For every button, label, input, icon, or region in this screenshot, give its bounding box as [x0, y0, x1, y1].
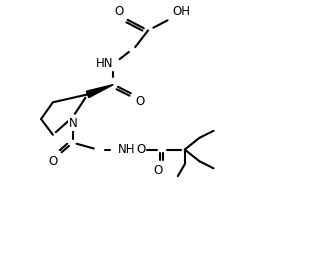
Text: NH: NH — [118, 143, 136, 156]
Text: HN: HN — [96, 57, 113, 70]
Text: N: N — [68, 117, 77, 130]
Text: O: O — [154, 164, 163, 177]
Polygon shape — [86, 84, 113, 98]
Text: O: O — [49, 155, 58, 168]
Text: O: O — [114, 5, 123, 18]
Text: O: O — [137, 143, 146, 156]
Text: O: O — [135, 95, 144, 108]
Text: OH: OH — [173, 5, 191, 18]
